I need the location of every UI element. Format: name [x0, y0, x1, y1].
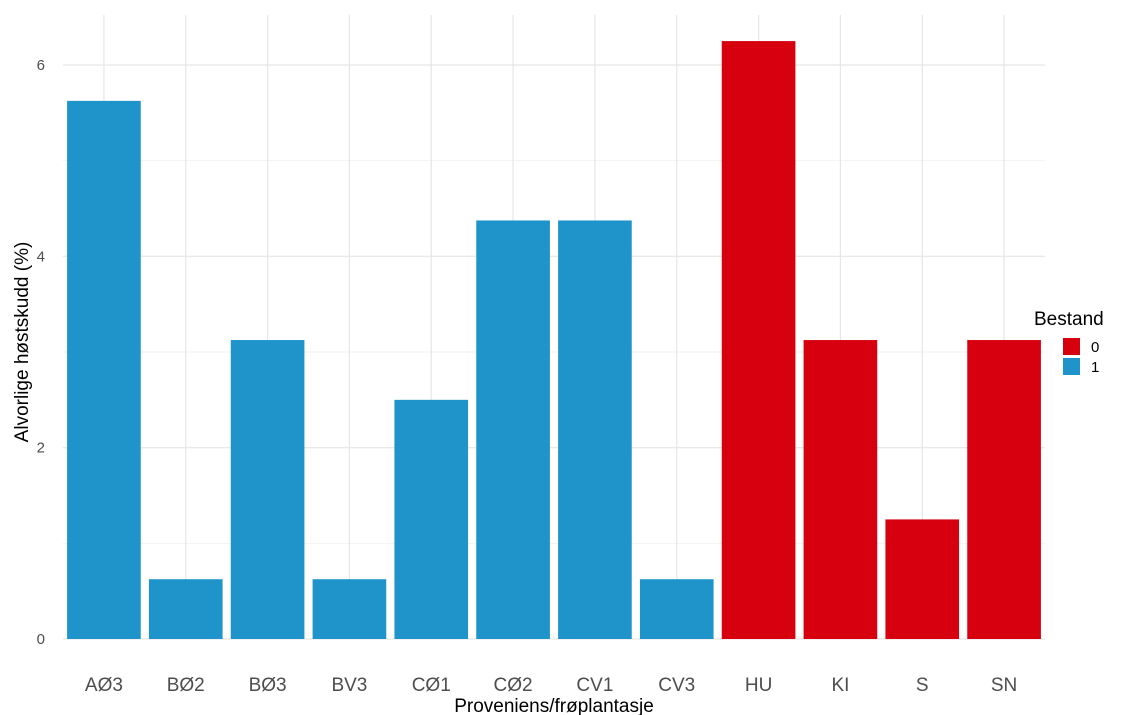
bar-BØ2 [148, 579, 223, 639]
x-tick-label: CØ2 [494, 675, 533, 696]
x-tick-label: KI [831, 675, 849, 696]
legend-key-0 [1063, 338, 1080, 355]
x-tick-label: S [916, 675, 929, 696]
bar-KI [803, 340, 878, 639]
x-tick-label: BØ2 [167, 675, 205, 696]
legend: Bestand 01 [1034, 309, 1104, 376]
legend-entries: 01 [1063, 338, 1099, 376]
legend-label: 1 [1091, 359, 1099, 376]
x-tick-label: BØ3 [249, 675, 287, 696]
y-tick-label: 0 [37, 631, 45, 648]
bars [67, 41, 1041, 640]
x-tick-label: SN [991, 675, 1017, 696]
bar-CV3 [639, 579, 714, 639]
legend-title: Bestand [1034, 309, 1104, 330]
bar-HU [721, 41, 796, 640]
y-axis-title: Alvorlige høstskudd (%) [12, 242, 33, 443]
bar-SN [967, 340, 1041, 639]
x-axis-title: Proveniens/frøplantasje [454, 696, 654, 715]
bar-AØ3 [67, 100, 141, 639]
x-tick-label: CV3 [658, 675, 695, 696]
bar-S [885, 519, 960, 639]
x-axis-ticks: AØ3 BØ2 BØ3 BV3 CØ1 CØ2 CV1 CV3 HU KI S SN [85, 675, 1017, 696]
legend-key-1 [1063, 358, 1080, 375]
y-tick-label: 4 [37, 248, 45, 265]
bar-BØ3 [230, 340, 305, 639]
x-tick-label: AØ3 [85, 675, 123, 696]
y-axis-ticks: 0 2 4 6 [37, 57, 45, 648]
x-tick-label: BV3 [331, 675, 367, 696]
y-tick-label: 6 [37, 57, 45, 74]
x-tick-label: CØ1 [412, 675, 451, 696]
x-tick-label: HU [745, 675, 772, 696]
bar-BV3 [312, 579, 387, 639]
legend-label: 0 [1091, 339, 1099, 356]
bar-CØ1 [394, 399, 469, 639]
x-tick-label: CV1 [576, 675, 613, 696]
bar-CØ2 [476, 220, 550, 640]
y-tick-label: 2 [37, 440, 45, 457]
bar-CV1 [558, 220, 632, 640]
